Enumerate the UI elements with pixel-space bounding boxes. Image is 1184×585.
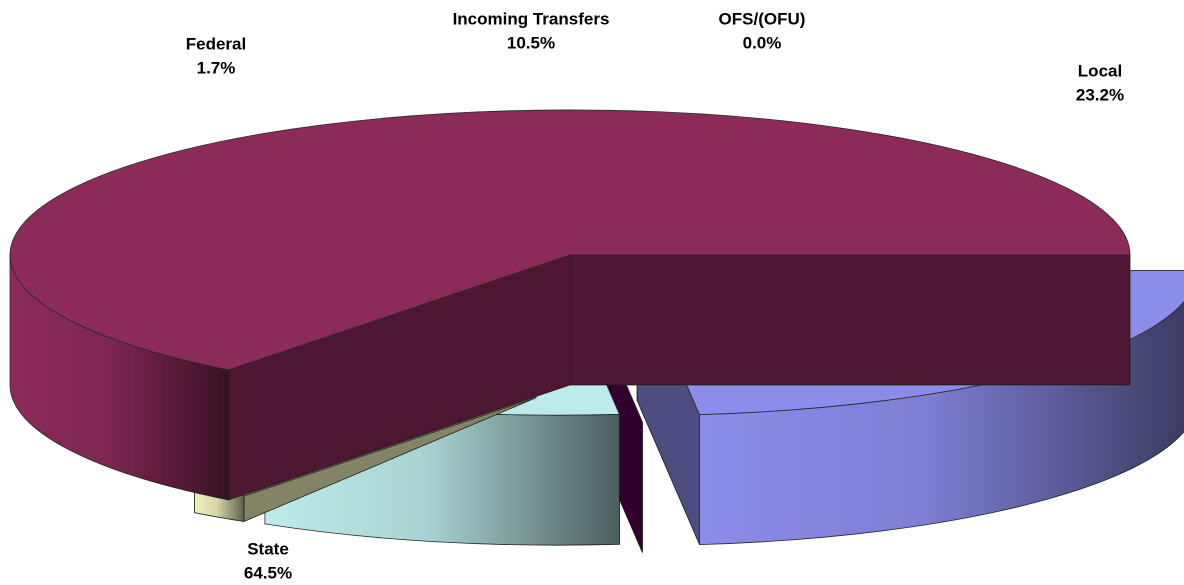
slice-value-label: 10.5% — [507, 33, 555, 52]
slice-rim-shade — [10, 255, 229, 500]
pie — [9, 109, 1184, 553]
slice-label: State — [247, 539, 289, 558]
slice-value-label: 64.5% — [244, 563, 292, 582]
slice — [9, 109, 1131, 371]
slice-value-label: 23.2% — [1076, 85, 1124, 104]
slice-label: Local — [1078, 61, 1122, 80]
slice-label: Federal — [186, 34, 246, 53]
slice-value-label: 0.0% — [743, 33, 782, 52]
slice-value-label: 1.7% — [197, 58, 236, 77]
slice-rim-shade — [699, 301, 1184, 545]
slice-wall-shade — [228, 255, 570, 500]
labels: Local 23.2% OFS/(OFU) 0.0% Incoming Transfer… — [186, 9, 1124, 582]
slice-label: OFS/(OFU) — [719, 9, 806, 28]
slice-wall-shade — [570, 255, 1130, 385]
slice-label: Incoming Transfers — [453, 9, 610, 28]
